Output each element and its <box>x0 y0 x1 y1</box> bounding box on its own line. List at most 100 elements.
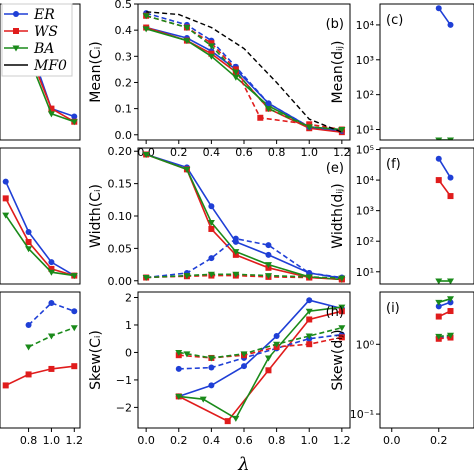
x-tick-label: 1.2 <box>66 434 84 447</box>
x-axis-label: λ <box>237 454 249 474</box>
y-tick-label: 0.5 <box>115 0 133 11</box>
x-tick-label: 0.6 <box>235 146 253 159</box>
y-tick-label: 0.10 <box>108 210 133 223</box>
series-line-ba <box>145 28 342 131</box>
y-tick-label: 10⁴ <box>356 174 375 187</box>
data-point <box>306 341 313 348</box>
legend-box <box>1 3 73 77</box>
data-point <box>338 325 346 332</box>
y-tick-label: 0.3 <box>115 50 133 63</box>
data-point <box>306 121 313 128</box>
data-point <box>175 393 183 400</box>
x-tick-label: 0.8 <box>268 434 286 447</box>
data-point <box>232 74 240 81</box>
x-tick-label: 0.0 <box>137 434 155 447</box>
axes-frame <box>137 147 351 285</box>
panel-label: (f) <box>386 157 401 172</box>
data-point <box>183 273 191 280</box>
data-point <box>47 111 55 118</box>
data-point <box>435 137 443 140</box>
panel-i: 10⁻¹ 10⁰ 0.0 0.2 Skew(dᵢⱼ) (i) <box>330 291 474 447</box>
x-tick-label: 0.2 <box>170 434 188 447</box>
data-point <box>338 334 345 341</box>
data-point <box>207 219 215 226</box>
data-point <box>232 235 239 242</box>
data-point <box>25 344 33 351</box>
series-line-ws <box>145 26 342 133</box>
data-point <box>224 418 231 425</box>
data-point <box>48 365 55 372</box>
x-tick-label: 1.0 <box>43 434 61 447</box>
x-tick-label: 1.2 <box>333 146 351 159</box>
y-tick-label: 2 <box>125 291 132 304</box>
data-point <box>142 151 150 158</box>
data-point <box>435 303 442 310</box>
panel-f: 10¹ 10² 10³ 10⁴ 10⁵ Width(dᵢⱼ) (f) <box>330 144 474 285</box>
x-tick-label: 0.2 <box>170 146 188 159</box>
axes-frame <box>379 3 474 141</box>
x-tick-label: 0.8 <box>20 434 38 447</box>
data-point <box>70 325 78 332</box>
series-line-ws <box>178 310 342 423</box>
data-point <box>447 296 454 303</box>
data-point <box>447 299 454 306</box>
y-tick-label: 10¹ <box>356 266 374 279</box>
panel-e: 0.00 0.05 0.10 0.15 0.20 Width(Cᵢ) (e) <box>88 145 351 288</box>
x-tick-label: 0.6 <box>235 434 253 447</box>
data-point <box>208 203 215 210</box>
data-point <box>338 304 346 311</box>
data-point <box>47 333 55 340</box>
axes-frame <box>379 147 474 285</box>
y-tick-label: 10² <box>356 89 374 102</box>
data-point <box>71 308 78 315</box>
data-point <box>183 38 191 45</box>
data-point <box>48 299 55 306</box>
data-point <box>305 124 313 131</box>
series-line-ws-dashed <box>145 15 342 131</box>
data-point <box>25 246 33 253</box>
axes-frame <box>0 147 81 285</box>
series-line-ba <box>178 306 342 420</box>
y-tick-label: 0.2 <box>115 76 133 89</box>
x-tick-label: 0.2 <box>430 434 448 447</box>
data-point <box>25 239 32 246</box>
y-axis-label: Skew(Cᵢ) <box>88 330 104 390</box>
series-group <box>142 10 346 136</box>
data-point <box>264 262 272 269</box>
data-point <box>25 228 32 235</box>
y-tick-label: 0.4 <box>115 24 133 37</box>
data-point <box>435 278 443 284</box>
series-line-er <box>145 153 342 279</box>
data-point <box>338 275 346 282</box>
data-point <box>273 332 280 339</box>
x-tick-label: 0.4 <box>203 434 221 447</box>
data-point <box>48 259 55 266</box>
data-point <box>183 351 191 358</box>
series-line-er-dashed <box>145 12 342 132</box>
series-line-er <box>4 181 75 277</box>
data-point <box>232 249 240 256</box>
y-tick-label: 10⁴ <box>356 19 375 32</box>
y-tick-label: 10¹ <box>356 124 374 137</box>
series-group <box>2 178 78 280</box>
data-point <box>338 127 346 134</box>
series-line-er <box>438 7 452 26</box>
data-point <box>183 166 191 173</box>
data-point <box>435 333 443 340</box>
data-point <box>306 316 313 323</box>
data-point <box>207 355 215 362</box>
series-line-er <box>438 158 452 179</box>
x-tick-label: 1.0 <box>300 434 318 447</box>
data-point <box>13 28 19 34</box>
data-point <box>48 105 55 112</box>
y-tick-label: 10⁵ <box>356 144 374 157</box>
data-point <box>71 363 78 370</box>
y-axis-label: Skew(dᵢⱼ) <box>330 329 346 390</box>
data-point <box>2 212 10 219</box>
panel-d <box>0 147 81 285</box>
data-point <box>142 13 150 20</box>
data-point <box>264 355 272 362</box>
x-tick-label: 0.0 <box>383 434 401 447</box>
